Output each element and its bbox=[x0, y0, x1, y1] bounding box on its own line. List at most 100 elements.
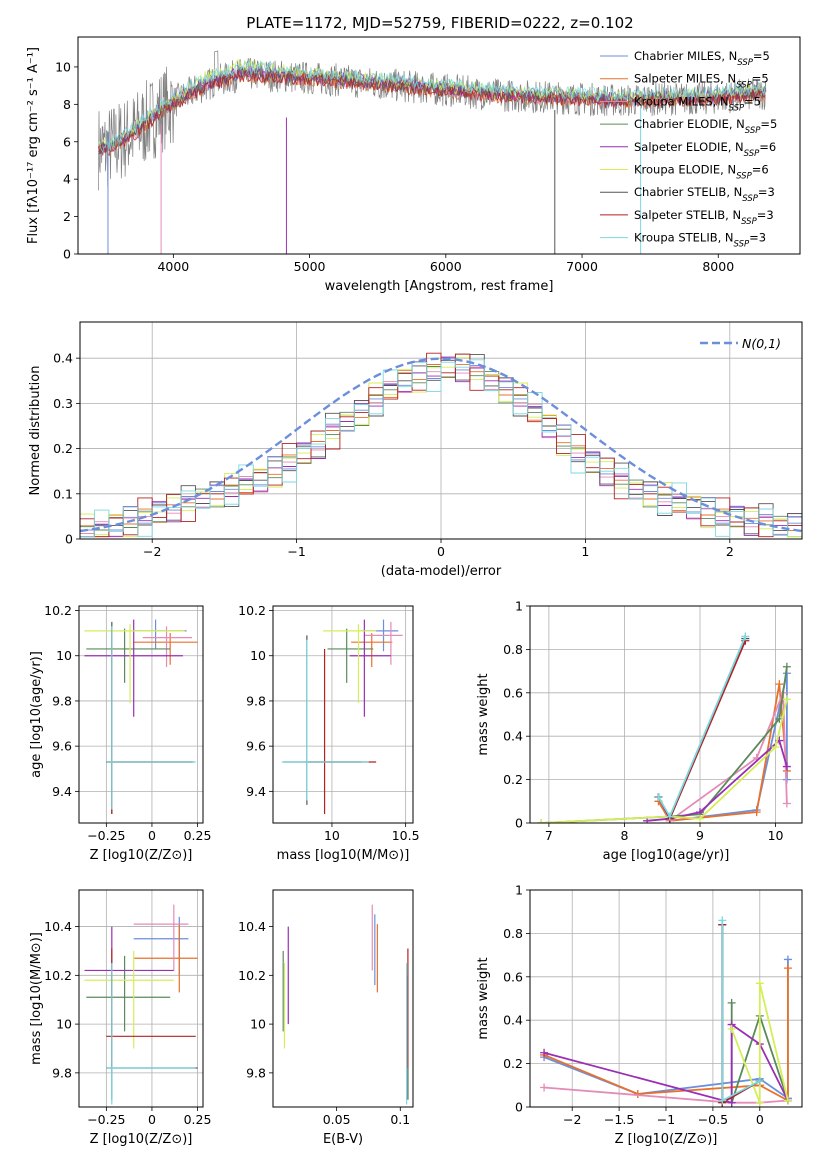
y-tick-label: 0.4 bbox=[503, 729, 523, 744]
plot-area bbox=[84, 619, 198, 814]
y-tick-label: 0.2 bbox=[503, 1056, 523, 1071]
plot-area bbox=[98, 50, 767, 254]
y-axis-label: mass weight bbox=[476, 673, 491, 755]
y-tick-label: 2 bbox=[63, 209, 71, 224]
model-spectrum-line bbox=[98, 69, 766, 157]
y-tick-label: 10 bbox=[56, 648, 72, 663]
x-axis-label: wavelength [Angstrom, rest frame] bbox=[325, 279, 554, 294]
mass-weight-marker bbox=[540, 1048, 549, 1057]
x-tick-label: 1 bbox=[581, 544, 589, 559]
normal-distribution-curve bbox=[80, 357, 802, 533]
y-tick-label: 0.8 bbox=[503, 926, 523, 941]
axes-frame bbox=[272, 889, 414, 1108]
y-tick-label: 10.2 bbox=[238, 968, 266, 983]
y-axis-label: mass [log10(M/M⊙)] bbox=[29, 932, 44, 1065]
figure-title: PLATE=1172, MJD=52759, FIBERID=0222, z=0… bbox=[246, 14, 633, 32]
plot-area bbox=[540, 916, 792, 1107]
legend-label: Chabrier MILES, NSSP=5 bbox=[634, 49, 770, 68]
mass-weight-marker bbox=[782, 762, 791, 771]
x-tick-label: 0.25 bbox=[184, 828, 212, 843]
y-tick-label: 0.2 bbox=[53, 441, 73, 456]
x-tick-label: 0.25 bbox=[184, 1112, 212, 1127]
x-axis-label: Z [log10(Z/Z⊙)] bbox=[90, 1132, 193, 1147]
y-tick-label: 0.2 bbox=[503, 772, 523, 787]
mass-weight-marker bbox=[783, 964, 792, 973]
x-tick-label: 0 bbox=[148, 1112, 156, 1127]
plot-area bbox=[84, 904, 198, 1105]
y-tick-label: 4 bbox=[63, 172, 71, 187]
residual-histogram-panel: −2 −1 0 1 2 0 0.1 0.2 0.3 0.4 (data-model)/error No… bbox=[28, 321, 803, 579]
x-tick-label: 8000 bbox=[702, 259, 734, 274]
x-tick-label: 0.1 bbox=[390, 1112, 410, 1127]
x-tick-label: 6000 bbox=[430, 259, 462, 274]
y-tick-label: 0.3 bbox=[53, 396, 73, 411]
axes-frame bbox=[78, 889, 204, 1108]
y-axis-label: mass weight bbox=[476, 957, 491, 1039]
mass-weight-marker bbox=[718, 916, 727, 925]
y-tick-label: 0.1 bbox=[53, 486, 73, 501]
plot-area bbox=[281, 619, 403, 814]
y-tick-label: 10 bbox=[250, 1017, 266, 1032]
x-tick-label: 7000 bbox=[566, 259, 598, 274]
x-axis-label: Z [log10(Z/Z⊙)] bbox=[90, 848, 193, 863]
y-tick-label: 0.4 bbox=[53, 351, 73, 366]
x-tick-label: 10 bbox=[768, 828, 784, 843]
y-tick-label: 9.8 bbox=[52, 1065, 72, 1080]
x-tick-label: −2 bbox=[563, 1112, 581, 1127]
mass-weight-marker bbox=[696, 814, 704, 823]
x-tick-label: 0 bbox=[756, 1112, 764, 1127]
mass-weight-marker bbox=[718, 1096, 727, 1105]
mass-weight-line bbox=[541, 699, 788, 823]
mass-weight-marker bbox=[654, 792, 663, 801]
model-spectrum-line bbox=[98, 59, 766, 154]
mass-weight-marker bbox=[755, 1076, 764, 1085]
weight-vs-metallicity-panel: −2 −1.5 −1 −0.5 0 0 0.2 0.4 0.6 0.8 1 Z [log10(Z/Z⊙… bbox=[476, 883, 803, 1147]
plot-area bbox=[80, 352, 802, 538]
mass-weight-marker bbox=[727, 1098, 736, 1107]
mass-weight-line bbox=[647, 738, 788, 822]
mass-weight-line bbox=[541, 666, 788, 823]
x-tick-label: 9 bbox=[696, 828, 704, 843]
y-tick-label: 0.6 bbox=[503, 969, 523, 984]
plot-area bbox=[282, 904, 409, 1105]
y-tick-label: 0.4 bbox=[503, 1013, 523, 1028]
y-tick-label: 10 bbox=[250, 648, 266, 663]
mass-weight-marker bbox=[782, 662, 791, 671]
x-tick-label: 0 bbox=[148, 828, 156, 843]
x-tick-label: 2 bbox=[726, 544, 734, 559]
y-tick-label: 10.4 bbox=[44, 919, 72, 934]
mass-weight-marker bbox=[540, 1083, 549, 1092]
legend-label: Salpeter STELIB, NSSP=3 bbox=[634, 208, 774, 227]
y-tick-label: 1 bbox=[515, 599, 523, 614]
axes-frame bbox=[272, 605, 414, 824]
y-tick-label: 9.8 bbox=[52, 693, 72, 708]
mass-weight-line bbox=[730, 983, 789, 1104]
spectrum-legend: Chabrier MILES, NSSP=5 Salpeter MILES, NS… bbox=[600, 49, 777, 250]
axes-frame bbox=[529, 889, 803, 1108]
weight-vs-age-panel: 7 8 9 10 0 0.2 0.4 0.6 0.8 1 age [log10(age/yr)] ma… bbox=[476, 599, 803, 863]
mass-vs-metallicity-panel: −0.25 0 0.25 9.8 10 10.2 10.4 Z [log10(Z/Z⊙)] ma… bbox=[29, 889, 212, 1147]
y-tick-label: 9.6 bbox=[52, 739, 72, 754]
y-tick-label: 10.4 bbox=[238, 919, 266, 934]
x-tick-label: 0.05 bbox=[323, 1112, 351, 1127]
mass-weight-marker bbox=[741, 632, 750, 641]
mass-weight-marker bbox=[782, 695, 791, 704]
y-tick-label: 10.2 bbox=[44, 968, 72, 983]
x-tick-label: −1 bbox=[657, 1112, 675, 1127]
mass-weight-line bbox=[544, 1086, 788, 1104]
axes-frame bbox=[529, 605, 803, 824]
y-tick-label: 9.6 bbox=[246, 739, 266, 754]
plot-area bbox=[537, 632, 791, 823]
x-tick-label: −1.5 bbox=[604, 1112, 634, 1127]
legend-label: Salpeter MILES, NSSP=5 bbox=[634, 72, 769, 91]
mass-weight-marker bbox=[537, 819, 546, 823]
y-tick-label: 0 bbox=[515, 1100, 523, 1115]
mass-weight-marker bbox=[727, 998, 736, 1007]
x-tick-label: 0 bbox=[437, 544, 445, 559]
y-tick-label: 1 bbox=[515, 883, 523, 898]
y-tick-label: 9.4 bbox=[52, 784, 72, 799]
mass-weight-marker bbox=[752, 808, 761, 817]
y-tick-label: 0 bbox=[65, 532, 73, 547]
x-axis-label: mass [log10(M/M⊙)] bbox=[277, 848, 410, 863]
